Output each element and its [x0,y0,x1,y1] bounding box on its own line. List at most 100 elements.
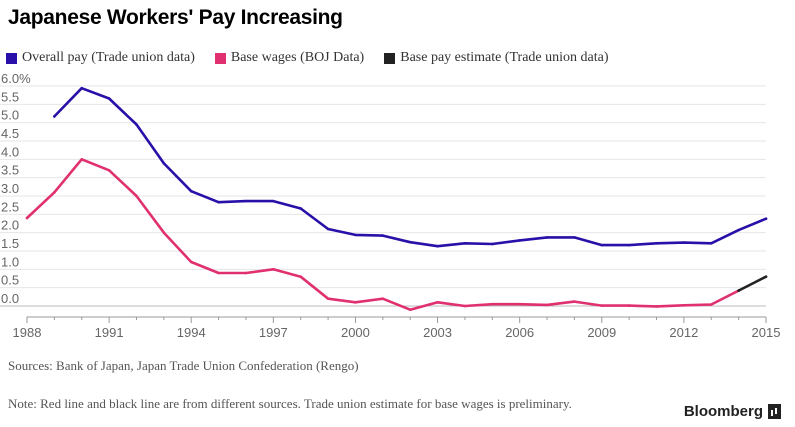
data-point-overall-pay-2011 [655,242,658,245]
y-tick-label-4: 2.0 [1,218,19,233]
data-point-base-wages-2004 [463,304,467,308]
data-point-overall-pay-2015 [764,217,768,221]
data-point-overall-pay-1994 [189,189,193,193]
y-tick-label-7: 3.5 [1,163,19,178]
data-point-overall-pay-2003 [436,244,439,248]
data-point-base-wages-2009 [600,304,604,307]
data-point-overall-pay-1997 [272,199,275,203]
legend: Overall pay (Trade union data) Base wage… [6,50,629,66]
data-point-overall-pay-2009 [600,243,604,247]
data-point-overall-pay-1993 [162,162,166,165]
y-tick-label-5: 2.5 [1,199,19,214]
y-tick-label-8: 4.0 [1,144,19,159]
data-point-overall-pay-1989 [53,115,56,118]
x-tick-label-2: 1994 [177,325,206,340]
legend-item-base-wages: Base wages (BOJ Data) [214,50,365,66]
data-point-overall-pay-2010 [627,243,631,247]
data-point-base-wages-2000 [354,301,357,304]
data-point-overall-pay-2006 [518,239,521,242]
data-point-overall-pay-1996 [244,199,248,203]
legend-swatch-base-pay-estimate [384,52,396,64]
data-point-overall-pay-2014 [737,228,740,232]
data-point-base-wages-2007 [545,303,549,307]
y-tick-label-12: 6.0% [1,71,31,86]
data-point-base-wages-2008 [573,300,576,303]
x-tick-label-6: 2006 [505,325,534,340]
data-point-base-wages-1997 [272,268,275,271]
x-tick-label-0: 1988 [13,325,42,340]
x-tick-label-4: 2000 [341,325,370,340]
data-point-overall-pay-2013 [709,242,713,245]
bloomberg-logo-icon [768,404,781,419]
data-point-overall-pay-2001 [381,234,385,237]
data-point-base-wages-1996 [244,271,248,275]
x-tick-label-7: 2009 [587,325,616,340]
data-point-overall-pay-2000 [354,233,357,237]
data-point-base-wages-2003 [436,301,439,304]
data-point-overall-pay-2012 [682,241,686,244]
data-point-base-wages-2006 [518,302,521,306]
legend-swatch-overall-pay [6,52,17,64]
data-point-base-wages-1999 [326,297,330,300]
data-point-base-wages-2002 [408,308,412,311]
y-tick-label-2: 1.0 [1,254,19,269]
data-point-base-wages-1998 [299,275,303,278]
legend-label-overall-pay: Overall pay (Trade union data) [22,50,195,65]
data-point-base-wages-2013 [709,303,713,306]
data-point-overall-pay-2002 [408,240,412,244]
data-point-base-wages-1990 [80,158,84,161]
data-point-base-wages-2012 [682,303,686,307]
series-line-base-pay-estimate [737,275,768,292]
legend-label-base-wages: Base wages (BOJ Data) [230,50,365,65]
legend-swatch-base-wages [214,52,226,64]
data-point-overall-pay-2008 [573,236,576,239]
data-point-base-pay-estimate-2015 [764,275,768,278]
data-point-base-wages-1992 [135,194,138,198]
x-tick-label-1: 1991 [95,325,124,340]
data-point-overall-pay-1998 [299,207,303,210]
chart-title: Japanese Workers' Pay Increasing [8,6,343,29]
data-point-base-pay-estimate-2014 [737,289,740,292]
data-point-overall-pay-1992 [135,123,138,126]
y-tick-label-0: 0.0 [1,291,19,306]
gridlines [0,85,766,307]
y-tick-label-11: 5.5 [1,89,19,104]
data-point-base-wages-2001 [381,297,385,300]
data-point-base-wages-1994 [189,260,193,264]
brand-logo: Bloomberg [684,403,781,420]
data-point-overall-pay-2004 [463,242,467,245]
data-point-base-wages-1993 [162,231,166,234]
y-tick-label-6: 3.0 [1,181,19,196]
legend-item-base-pay-estimate: Base pay estimate (Trade union data) [384,50,609,66]
data-point-overall-pay-1991 [107,97,111,100]
sources-text: Sources: Bank of Japan, Japan Trade Unio… [8,358,359,373]
data-point-overall-pay-1990 [80,86,84,90]
y-tick-label-1: 0.5 [1,273,19,288]
data-point-overall-pay-1999 [326,227,330,231]
y-tick-label-10: 5.0 [1,108,19,123]
data-point-base-wages-1988 [25,216,29,220]
y-tick-label-9: 4.5 [1,126,19,141]
series-lines [25,86,768,312]
legend-label-base-pay-estimate: Base pay estimate (Trade union data) [400,50,609,65]
x-tick-label-9: 2015 [752,325,781,340]
x-axis: 1988 1991 1994 1997 2000 2003 2006 2009 2012 2015 [13,316,781,340]
y-axis: 0.0 0.5 1.0 1.5 2.0 2.5 3.0 3.5 4.0 4.5 5.0 5.5 6.0% [1,71,31,306]
data-point-overall-pay-2007 [545,236,549,239]
y-tick-label-3: 1.5 [1,236,19,251]
data-point-base-wages-1995 [217,271,220,275]
x-tick-label-3: 1997 [259,325,288,340]
series-line-overall-pay [53,86,768,248]
data-point-overall-pay-2005 [490,242,494,246]
data-point-base-wages-2005 [490,302,494,306]
x-tick-label-5: 2003 [423,325,452,340]
data-point-base-wages-2011 [655,305,658,308]
x-tick-label-8: 2012 [669,325,698,340]
data-point-base-wages-1991 [107,169,111,172]
brand-name: Bloomberg [683,403,763,420]
legend-item-overall-pay: Overall pay (Trade union data) [6,50,195,66]
data-point-overall-pay-1995 [217,200,220,204]
data-point-base-wages-1989 [53,191,56,194]
note-text: Note: Red line and black line are from d… [8,396,572,411]
